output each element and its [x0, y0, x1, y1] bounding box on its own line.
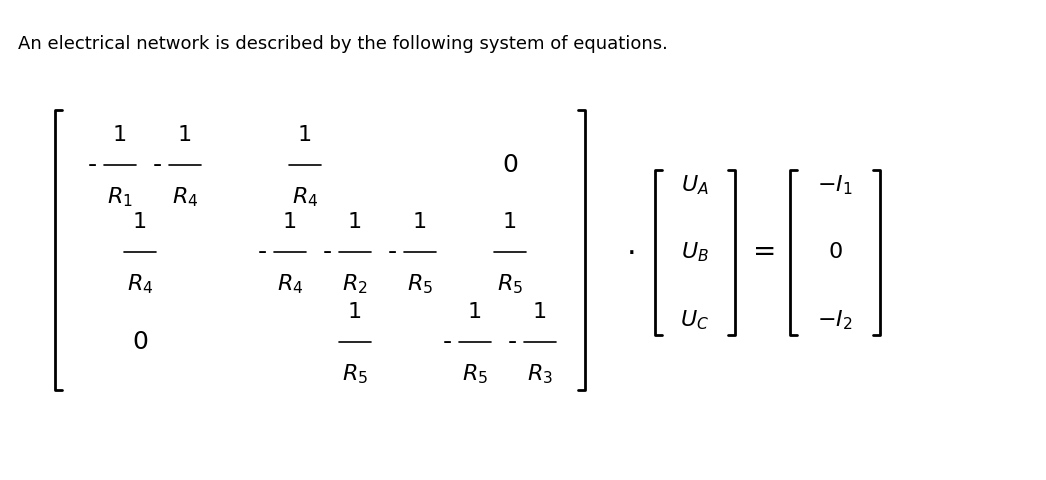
- Text: =: =: [753, 238, 777, 266]
- Text: $R_5$: $R_5$: [497, 272, 523, 296]
- Text: 1: 1: [282, 212, 297, 232]
- Text: 1: 1: [113, 125, 127, 145]
- Text: 0: 0: [502, 153, 518, 177]
- Text: $0$: $0$: [827, 242, 842, 262]
- Text: -: -: [153, 153, 161, 177]
- Text: $R_4$: $R_4$: [127, 272, 153, 296]
- Text: 1: 1: [413, 212, 427, 232]
- Text: $-I_2$: $-I_2$: [817, 308, 852, 332]
- Text: 1: 1: [298, 125, 312, 145]
- Text: $R_4$: $R_4$: [172, 185, 198, 209]
- Text: -: -: [387, 240, 396, 264]
- Text: $U_A$: $U_A$: [681, 173, 709, 197]
- Text: 1: 1: [503, 212, 517, 232]
- Text: $-I_1$: $-I_1$: [817, 173, 852, 197]
- Text: $R_5$: $R_5$: [462, 362, 488, 385]
- Text: 1: 1: [133, 212, 147, 232]
- Text: $R_4$: $R_4$: [277, 272, 303, 296]
- Text: $R_5$: $R_5$: [342, 362, 368, 385]
- Text: An electrical network is described by the following system of equations.: An electrical network is described by th…: [18, 35, 668, 53]
- Text: $\cdot$: $\cdot$: [626, 238, 634, 266]
- Text: -: -: [257, 240, 267, 264]
- Text: 0: 0: [132, 330, 147, 354]
- Text: $R_2$: $R_2$: [342, 272, 368, 296]
- Text: $U_B$: $U_B$: [681, 240, 709, 264]
- Text: -: -: [442, 330, 452, 354]
- Text: 1: 1: [348, 212, 362, 232]
- Text: -: -: [88, 153, 96, 177]
- Text: $R_4$: $R_4$: [292, 185, 318, 209]
- Text: 1: 1: [178, 125, 192, 145]
- Text: 1: 1: [533, 302, 547, 322]
- Text: $U_C$: $U_C$: [681, 308, 709, 332]
- Text: -: -: [507, 330, 517, 354]
- Text: 1: 1: [348, 302, 362, 322]
- Text: $R_3$: $R_3$: [527, 362, 553, 385]
- Text: $R_1$: $R_1$: [107, 185, 133, 209]
- Text: 1: 1: [468, 302, 482, 322]
- Text: $R_5$: $R_5$: [407, 272, 433, 296]
- Text: -: -: [322, 240, 332, 264]
